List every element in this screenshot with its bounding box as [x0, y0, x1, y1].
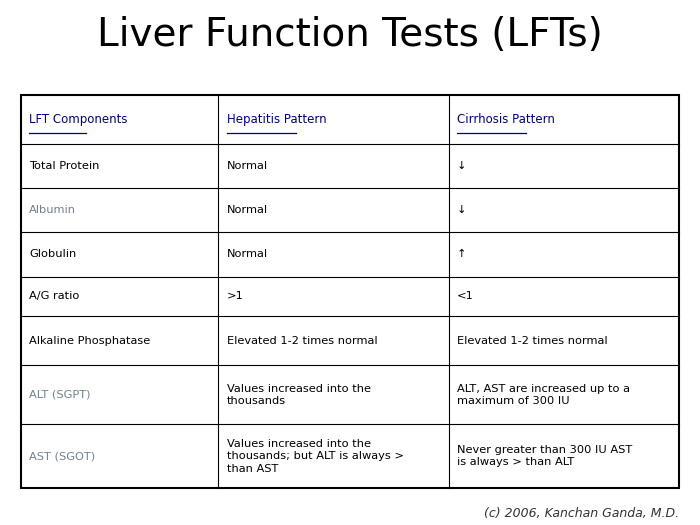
Text: Values increased into the
thousands; but ALT is always >
than AST: Values increased into the thousands; but…: [227, 439, 404, 474]
Text: Alkaline Phosphatase: Alkaline Phosphatase: [29, 335, 150, 345]
Text: Never greater than 300 IU AST
is always > than ALT: Never greater than 300 IU AST is always …: [457, 445, 632, 467]
Text: Values increased into the
thousands: Values increased into the thousands: [227, 384, 371, 406]
Text: ALT, AST are increased up to a
maximum of 300 IU: ALT, AST are increased up to a maximum o…: [457, 384, 630, 406]
Text: Albumin: Albumin: [29, 205, 76, 215]
Text: ↓: ↓: [457, 205, 467, 215]
Text: ↓: ↓: [457, 161, 467, 171]
Text: Globulin: Globulin: [29, 249, 77, 259]
Text: Elevated 1-2 times normal: Elevated 1-2 times normal: [227, 335, 377, 345]
Text: Normal: Normal: [227, 205, 268, 215]
Text: Total Protein: Total Protein: [29, 161, 100, 171]
Text: A/G ratio: A/G ratio: [29, 291, 80, 301]
Text: Cirrhosis Pattern: Cirrhosis Pattern: [457, 112, 555, 125]
Text: ↑: ↑: [457, 249, 467, 259]
Text: Normal: Normal: [227, 161, 268, 171]
Text: <1: <1: [457, 291, 474, 301]
Text: Normal: Normal: [227, 249, 268, 259]
Text: LFT Components: LFT Components: [29, 112, 128, 125]
Text: >1: >1: [227, 291, 244, 301]
Text: Elevated 1-2 times normal: Elevated 1-2 times normal: [457, 335, 608, 345]
Text: AST (SGOT): AST (SGOT): [29, 452, 95, 461]
Text: (c) 2006, Kanchan Ganda, M.D.: (c) 2006, Kanchan Ganda, M.D.: [484, 507, 679, 520]
Text: Hepatitis Pattern: Hepatitis Pattern: [227, 112, 326, 125]
Text: ALT (SGPT): ALT (SGPT): [29, 390, 91, 400]
Text: Liver Function Tests (LFTs): Liver Function Tests (LFTs): [97, 16, 603, 54]
